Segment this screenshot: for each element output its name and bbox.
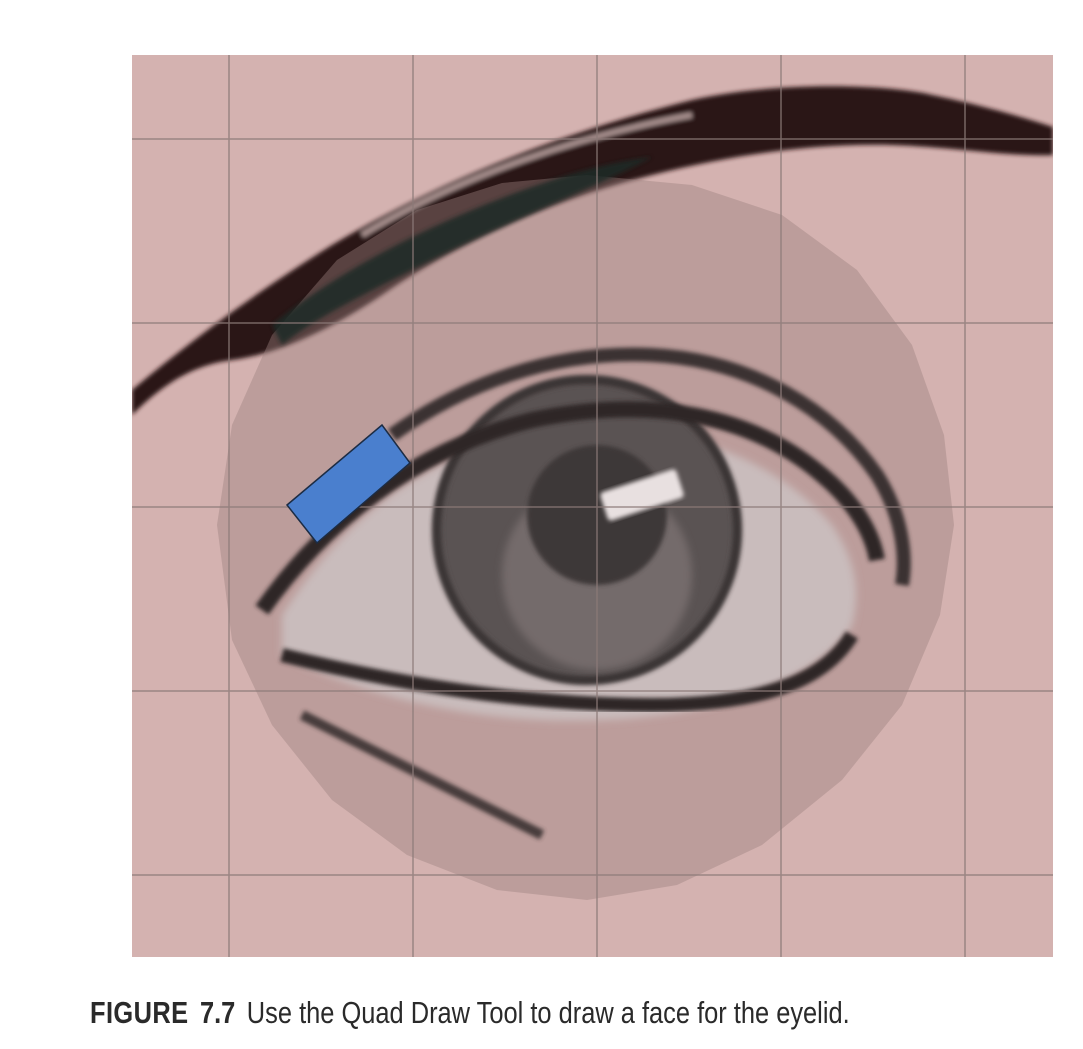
eye-reference-image <box>132 55 1053 957</box>
under-eye-crease <box>299 710 545 840</box>
eyebrow-overlap <box>272 157 652 345</box>
quad-face[interactable] <box>285 423 412 545</box>
viewport-canvas <box>132 55 1053 957</box>
eye-crease <box>387 347 911 587</box>
figure-number: 7.7 <box>199 995 236 1030</box>
eyebrow <box>132 86 1053 415</box>
lower-eyelid-line <box>280 631 858 713</box>
figure-label: FIGURE <box>90 995 189 1030</box>
figure-caption-text: Use the Quad Draw Tool to draw a face fo… <box>246 995 850 1030</box>
grid-lines <box>132 55 1053 957</box>
iris-ring <box>432 375 742 685</box>
eye-highlight <box>600 469 684 521</box>
figure-caption: FIGURE 7.7 Use the Quad Draw Tool to draw … <box>90 993 877 1033</box>
